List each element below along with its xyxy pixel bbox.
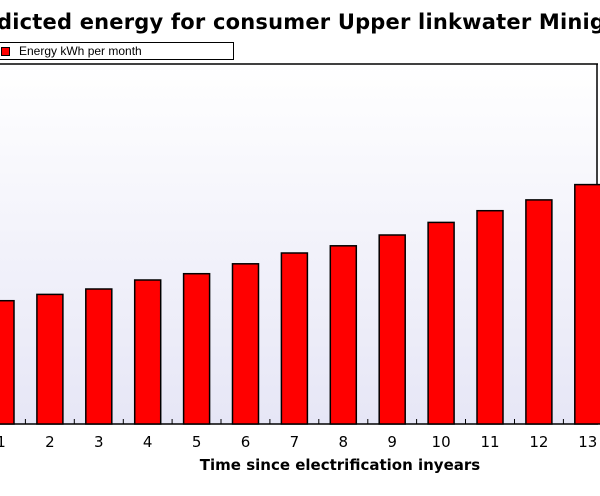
bar-1 (0, 299, 15, 425)
x-tick-label-12: 12 (529, 433, 548, 451)
legend: Energy kWh per month (0, 42, 234, 60)
chart-title: dicted energy for consumer Upper linkwat… (0, 10, 600, 34)
bar-3 (85, 288, 113, 425)
bar-13 (574, 183, 600, 425)
bar-2 (36, 293, 64, 425)
bar-4 (133, 279, 162, 425)
x-tick-label-6: 6 (241, 433, 251, 451)
x-tick-label-9: 9 (387, 433, 397, 451)
bar-12 (525, 199, 553, 425)
bar-8 (329, 245, 358, 425)
bar-7 (280, 252, 309, 425)
x-tick-label-7: 7 (290, 433, 300, 451)
x-tick-label-5: 5 (192, 433, 202, 451)
bar-9 (378, 234, 406, 425)
x-tick-label-2: 2 (45, 433, 55, 451)
bar-11 (476, 209, 504, 425)
x-tick-label-8: 8 (339, 433, 349, 451)
legend-swatch (1, 47, 10, 56)
legend-label: Energy kWh per month (19, 44, 142, 58)
x-tick-label-3: 3 (94, 433, 104, 451)
x-tick-label-4: 4 (143, 433, 153, 451)
x-tick-label-1: 1 (0, 433, 6, 451)
bar-6 (231, 263, 260, 425)
x-tick-label-11: 11 (480, 433, 499, 451)
x-tick-label-13: 13 (578, 433, 597, 451)
bar-5 (182, 272, 211, 425)
x-axis-label: Time since electrification inyears (199, 456, 481, 474)
bar-10 (427, 221, 455, 425)
x-tick-label-10: 10 (432, 433, 451, 451)
